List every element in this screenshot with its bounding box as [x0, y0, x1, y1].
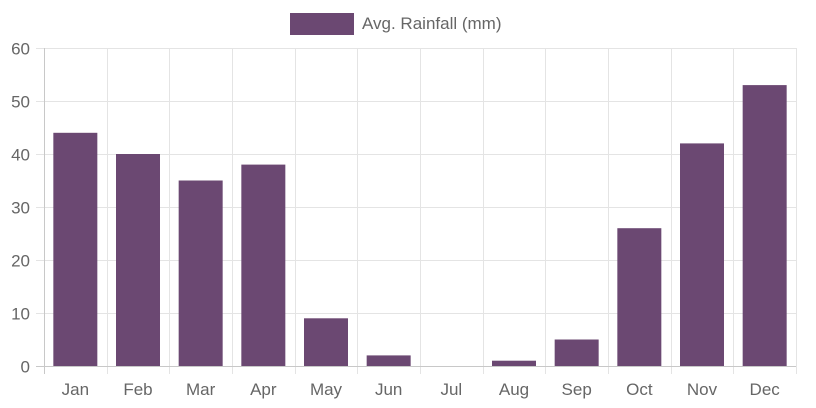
bars [53, 85, 787, 367]
bar-nov[interactable] [680, 143, 724, 366]
bar-jun[interactable] [366, 355, 411, 366]
x-tick-label: Oct [626, 380, 653, 399]
x-tick-label: Jun [375, 380, 402, 399]
x-tick-label: Apr [250, 380, 277, 399]
bar-dec[interactable] [742, 85, 787, 366]
legend[interactable]: Avg. Rainfall (mm) [290, 13, 502, 35]
legend-swatch [290, 13, 354, 35]
bar-oct[interactable] [617, 228, 662, 366]
x-tick-label: Jan [62, 380, 89, 399]
x-tick-label: Nov [687, 380, 718, 399]
y-tick-label: 10 [11, 305, 30, 324]
bar-jan[interactable] [53, 132, 98, 366]
x-tick-label: Mar [186, 380, 216, 399]
x-tick-label: May [310, 380, 343, 399]
y-tick-label: 30 [11, 199, 30, 218]
x-tick-label: Aug [499, 380, 529, 399]
y-tick-label: 60 [11, 40, 30, 59]
bar-mar[interactable] [178, 180, 223, 367]
bar-feb[interactable] [116, 154, 160, 366]
y-axis-tick-labels: 0 10 20 30 40 50 60 [11, 40, 30, 377]
bar-may[interactable] [304, 318, 348, 366]
x-axis-tick-labels: Jan Feb Mar Apr May Jun Jul Aug Sep Oct Nov Dec [62, 380, 781, 399]
bar-sep[interactable] [554, 339, 599, 367]
x-tick-label: Jul [440, 380, 462, 399]
x-tick-label: Feb [123, 380, 152, 399]
y-tick-label: 0 [21, 358, 30, 377]
bar-apr[interactable] [241, 164, 286, 366]
y-tick-label: 20 [11, 252, 30, 271]
bar-aug[interactable] [492, 360, 536, 366]
x-tick-label: Dec [750, 380, 781, 399]
y-tick-label: 50 [11, 93, 30, 112]
gridlines [36, 48, 797, 374]
y-tick-label: 40 [11, 146, 30, 165]
x-tick-label: Sep [562, 380, 592, 399]
legend-label: Avg. Rainfall (mm) [362, 14, 502, 33]
